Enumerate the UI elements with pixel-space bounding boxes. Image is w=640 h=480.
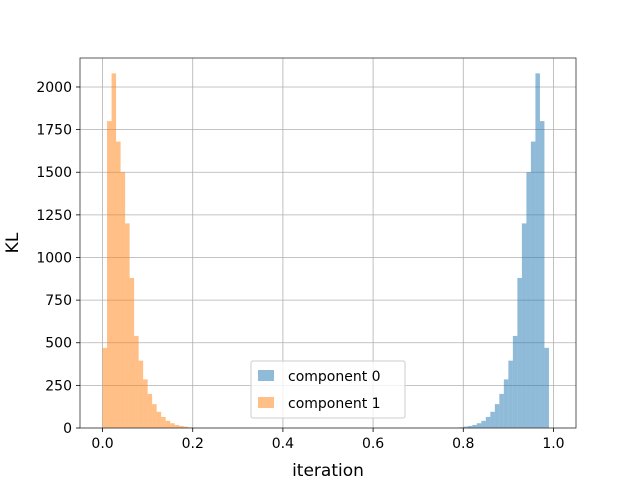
bar-component-1 xyxy=(174,424,180,428)
bar-component-0 xyxy=(467,425,473,428)
x-axis-title: iteration xyxy=(292,461,364,480)
bar-component-0 xyxy=(481,420,486,428)
bar-component-0 xyxy=(494,404,500,428)
bar-component-1 xyxy=(156,411,162,428)
bar-component-1 xyxy=(183,426,189,428)
bar-component-0 xyxy=(508,360,513,428)
bar-component-0 xyxy=(512,335,518,428)
bar-component-1 xyxy=(143,379,148,428)
bar-component-0 xyxy=(521,223,527,428)
legend-label-component-1: component 1 xyxy=(288,396,381,412)
bar-component-0 xyxy=(463,426,468,428)
bar-component-1 xyxy=(161,416,166,428)
legend-swatch-component-1 xyxy=(258,397,274,408)
bar-component-1 xyxy=(170,423,175,428)
axis-ticks: 0.0 0.2 0.4 0.6 0.8 1.0 0 250 500 750 1000 1250 1500… xyxy=(36,80,564,452)
bar-component-1 xyxy=(129,277,135,428)
grid xyxy=(80,58,576,429)
x-tick-label: 0.4 xyxy=(272,436,294,452)
y-tick-label: 0 xyxy=(63,421,72,437)
y-tick-label: 2000 xyxy=(36,80,72,96)
bar-component-0 xyxy=(517,277,522,428)
legend-swatch-component-0 xyxy=(258,370,274,381)
bar-component-1 xyxy=(138,360,144,428)
bar-component-0 xyxy=(472,424,477,428)
bar-component-1 xyxy=(134,335,139,428)
bar-component-1 xyxy=(120,172,126,428)
bar-component-0 xyxy=(535,73,540,429)
x-tick-label: 1.0 xyxy=(542,436,564,452)
y-tick-label: 1750 xyxy=(36,123,72,139)
bar-component-0 xyxy=(503,379,509,428)
legend-label-component-0: component 0 xyxy=(288,369,381,385)
y-tick-label: 1250 xyxy=(36,208,72,224)
y-tick-label: 250 xyxy=(45,378,72,394)
x-tick-label: 0.2 xyxy=(182,436,204,452)
bar-component-1 xyxy=(111,73,117,429)
bar-component-1 xyxy=(102,347,108,428)
y-axis-title: KL xyxy=(3,232,23,253)
bar-component-0 xyxy=(544,347,549,428)
y-tick-label: 750 xyxy=(45,293,72,309)
bars xyxy=(102,73,549,429)
bar-component-1 xyxy=(152,404,157,428)
bar-component-0 xyxy=(490,411,495,428)
bar-component-1 xyxy=(116,141,121,428)
bar-component-1 xyxy=(147,393,153,428)
x-tick-label: 0.6 xyxy=(362,436,384,452)
bar-component-1 xyxy=(125,223,130,428)
bar-component-0 xyxy=(499,393,504,428)
y-tick-label: 1500 xyxy=(36,165,72,181)
plot-frame xyxy=(79,57,577,429)
legend-box xyxy=(250,360,406,419)
bar-component-0 xyxy=(476,423,482,428)
x-tick-label: 0.8 xyxy=(452,436,474,452)
bar-component-1 xyxy=(107,121,112,428)
bar-component-0 xyxy=(539,121,545,428)
bar-component-1 xyxy=(165,420,171,428)
y-tick-label: 500 xyxy=(45,336,72,352)
bar-component-1 xyxy=(179,425,184,428)
bar-component-0 xyxy=(485,416,491,428)
legend: component 0 component 1 xyxy=(250,360,406,419)
x-tick-label: 0.0 xyxy=(91,436,113,452)
bar-component-0 xyxy=(526,172,531,428)
bar-component-0 xyxy=(530,141,536,428)
y-tick-label: 1000 xyxy=(36,250,72,266)
